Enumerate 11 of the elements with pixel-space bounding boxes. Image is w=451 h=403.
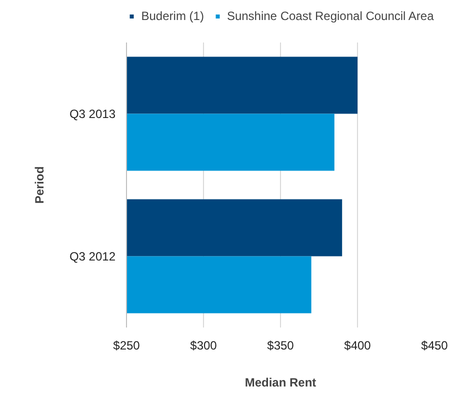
legend-label: Sunshine Coast Regional Council Area xyxy=(226,9,434,23)
y-axis-title: Period xyxy=(32,166,46,204)
x-tick-label: $250 xyxy=(113,338,140,352)
legend-label: Buderim (1) xyxy=(141,9,204,23)
y-tick-label: Q3 2013 xyxy=(69,106,116,121)
y-tick-label: Q3 2012 xyxy=(69,249,116,264)
x-axis-title: Median Rent xyxy=(244,376,316,390)
x-tick-label: $300 xyxy=(190,338,218,352)
x-tick-label: $450 xyxy=(421,338,448,352)
x-tick-label: $350 xyxy=(267,338,294,352)
x-tick-label: $400 xyxy=(344,338,372,352)
